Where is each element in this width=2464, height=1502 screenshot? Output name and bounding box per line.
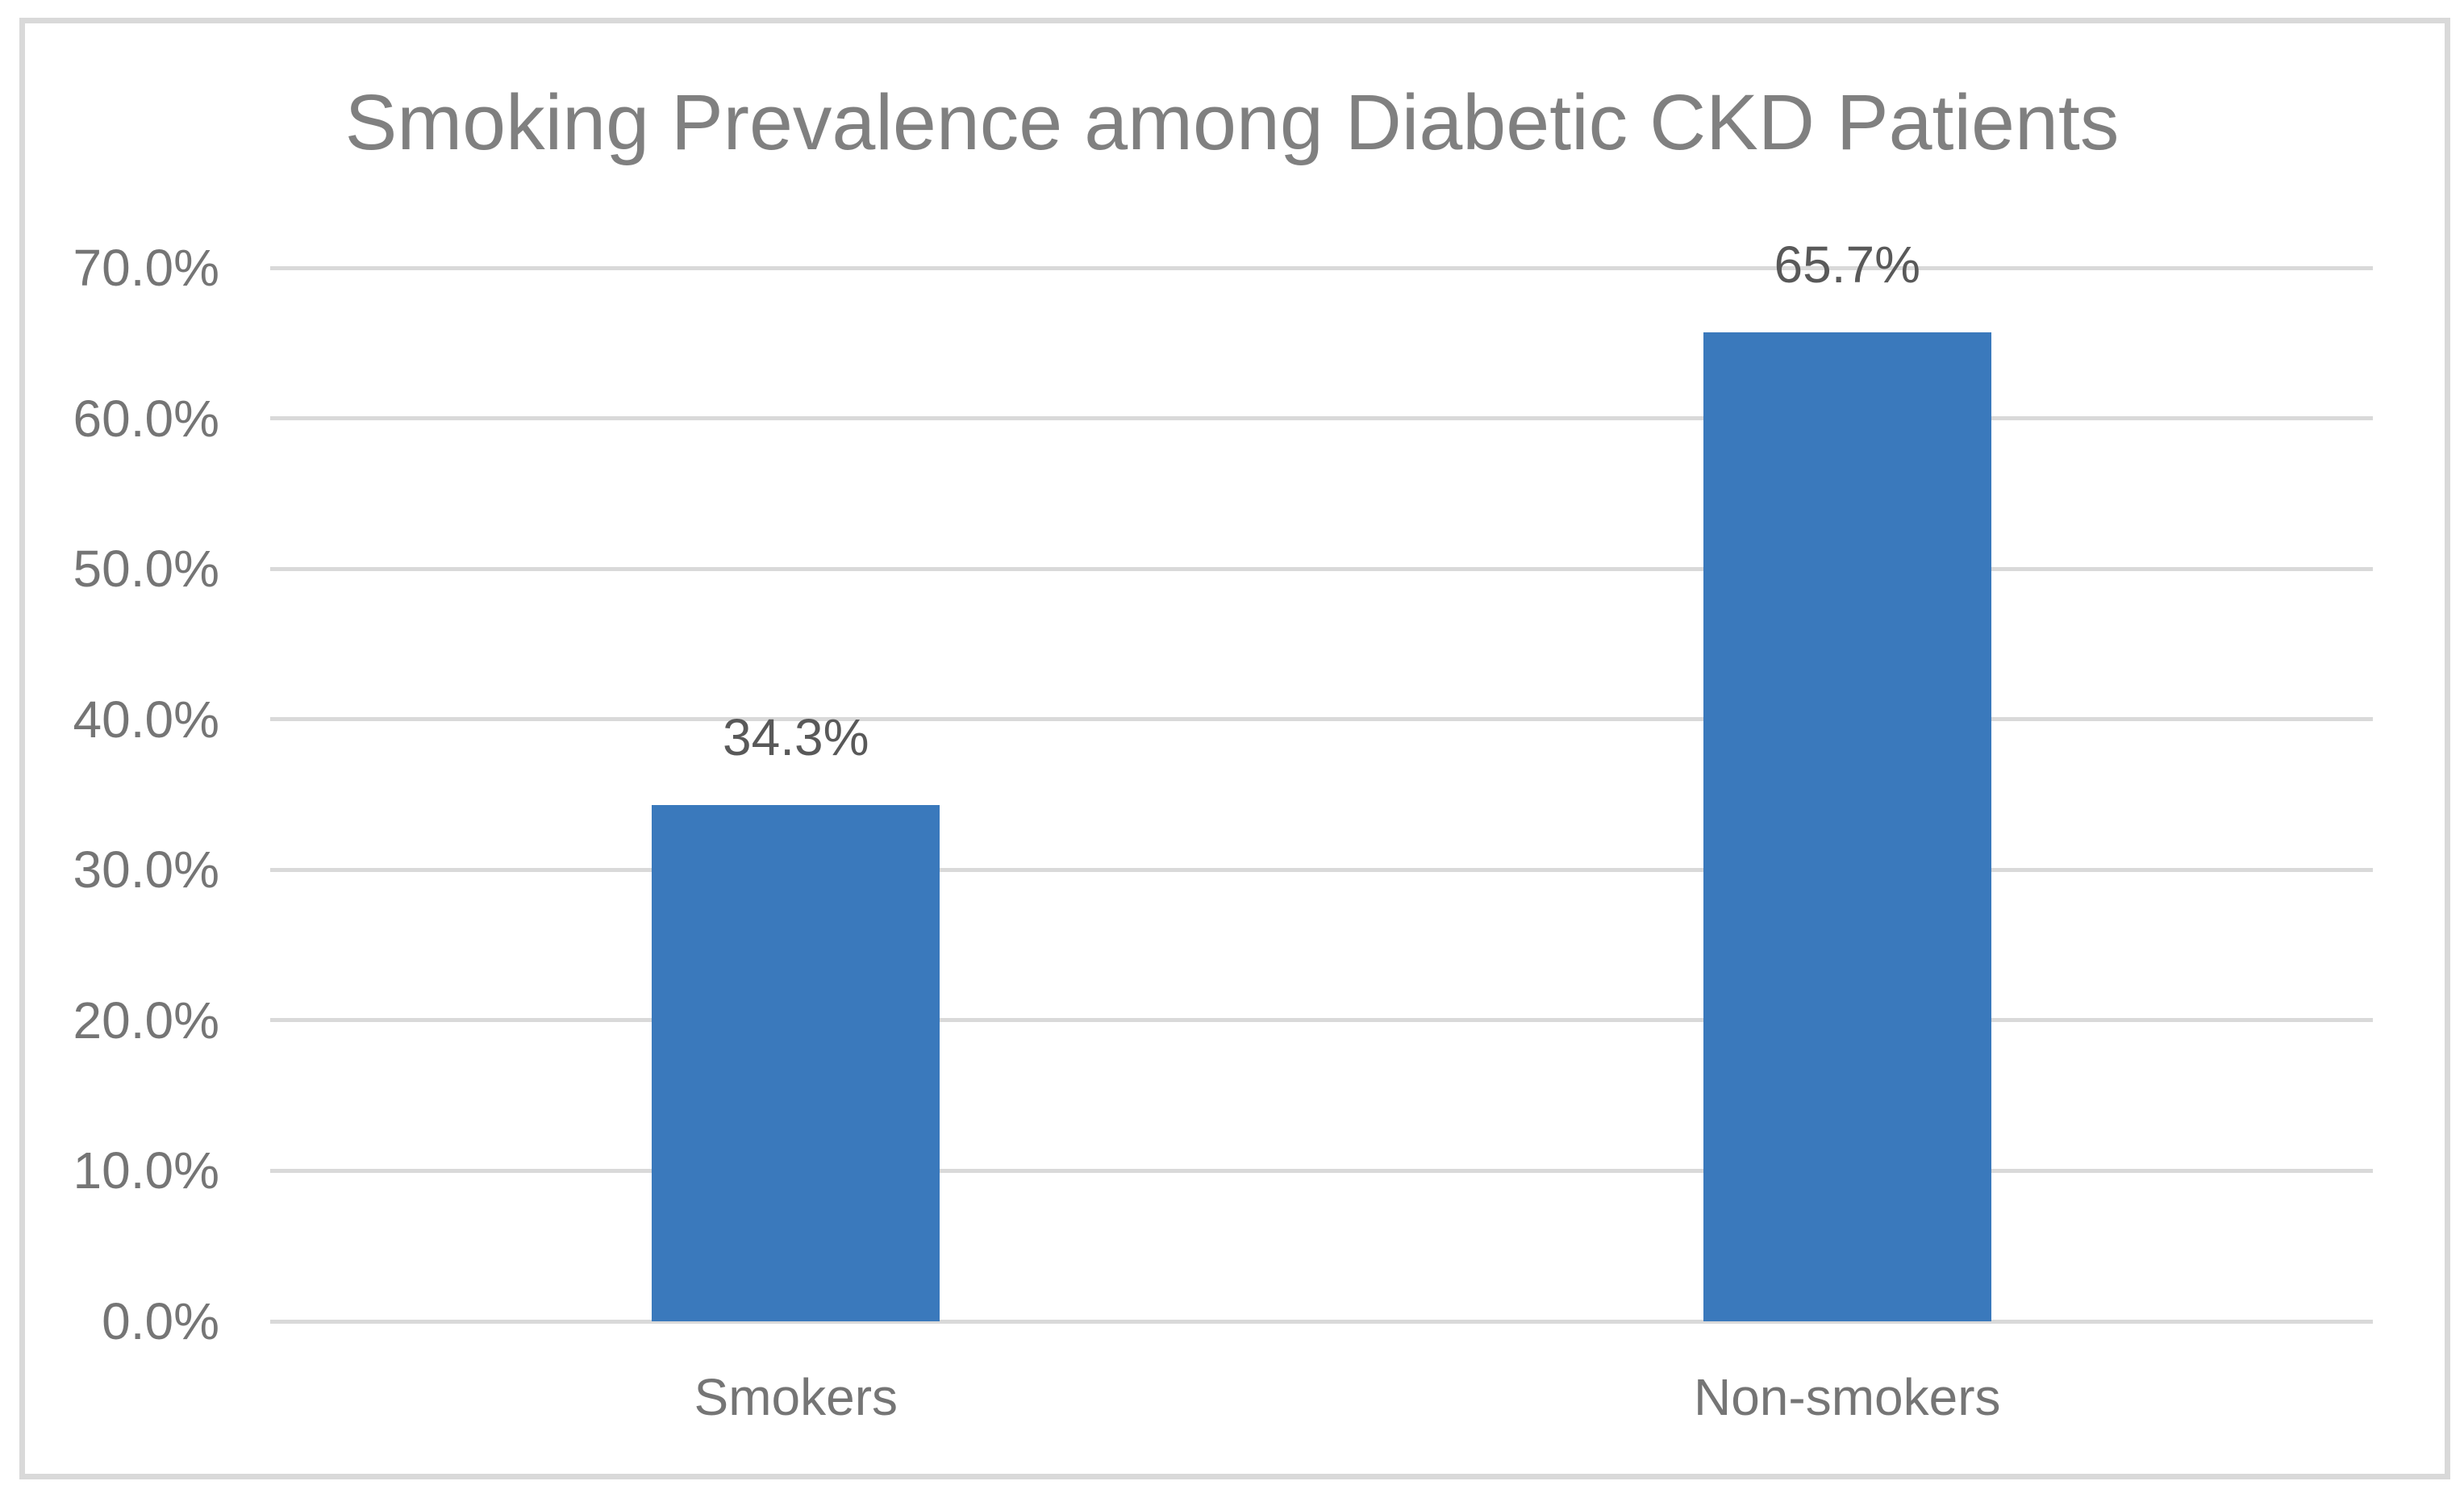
gridline [270, 1168, 2373, 1173]
x-axis-category-label-smokers: Smokers [694, 1368, 898, 1426]
y-axis-tick-label: 20.0% [73, 991, 219, 1049]
y-axis-tick-label: 30.0% [73, 841, 219, 899]
gridline [270, 867, 2373, 872]
chart-title: Smoking Prevalence among Diabetic CKD Pa… [344, 78, 2120, 166]
chart-frame [19, 18, 2450, 1479]
gridline [270, 265, 2373, 270]
gridline [270, 566, 2373, 571]
gridline [270, 416, 2373, 421]
x-axis-category-label-non-smokers: Non-smokers [1693, 1368, 2001, 1426]
y-axis-tick-label: 10.0% [73, 1141, 219, 1200]
y-axis-tick-label: 40.0% [73, 690, 219, 749]
y-axis-tick-label: 70.0% [73, 239, 219, 297]
y-axis-tick-label: 50.0% [73, 540, 219, 599]
bar-value-label-non-smokers: 65.7% [1774, 236, 1920, 294]
gridline [270, 717, 2373, 722]
y-axis-tick-label: 0.0% [102, 1292, 219, 1350]
bar-value-label-smokers: 34.3% [723, 708, 869, 767]
bar-smokers [652, 805, 940, 1321]
gridline [270, 1319, 2373, 1324]
y-axis-tick-label: 60.0% [73, 389, 219, 448]
bar-non-smokers [1703, 332, 1991, 1321]
gridline [270, 1018, 2373, 1023]
